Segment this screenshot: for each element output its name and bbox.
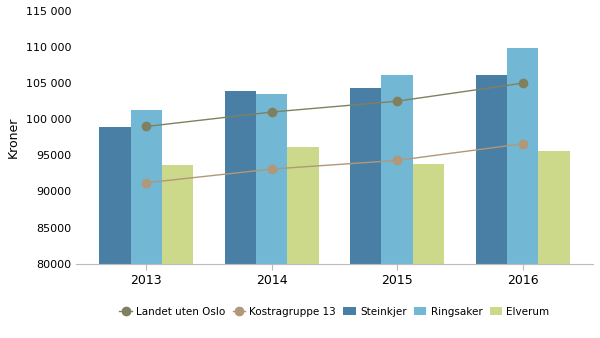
Kostragruppe 13 xyxy=(268,167,275,171)
Line: Landet uten Oslo: Landet uten Oslo xyxy=(142,79,527,130)
Bar xyxy=(287,147,319,338)
Kostragruppe 13 xyxy=(394,159,401,163)
Bar xyxy=(131,110,162,338)
Bar xyxy=(100,127,131,338)
Kostragruppe 13 xyxy=(143,181,150,185)
Bar xyxy=(162,165,193,338)
Bar xyxy=(225,91,256,338)
Line: Kostragruppe 13: Kostragruppe 13 xyxy=(142,140,527,187)
Y-axis label: Kroner: Kroner xyxy=(7,117,20,158)
Legend: Landet uten Oslo, Kostragruppe 13, Steinkjer, Ringsaker, Elverum: Landet uten Oslo, Kostragruppe 13, Stein… xyxy=(119,307,550,317)
Landet uten Oslo xyxy=(143,124,150,128)
Landet uten Oslo xyxy=(394,99,401,103)
Bar xyxy=(382,75,413,338)
Kostragruppe 13 xyxy=(519,142,526,146)
Landet uten Oslo xyxy=(519,81,526,85)
Landet uten Oslo xyxy=(268,110,275,114)
Bar xyxy=(538,151,569,338)
Bar xyxy=(476,75,507,338)
Bar xyxy=(507,48,538,338)
Bar xyxy=(413,164,444,338)
Bar xyxy=(350,88,382,338)
Bar xyxy=(256,94,287,338)
